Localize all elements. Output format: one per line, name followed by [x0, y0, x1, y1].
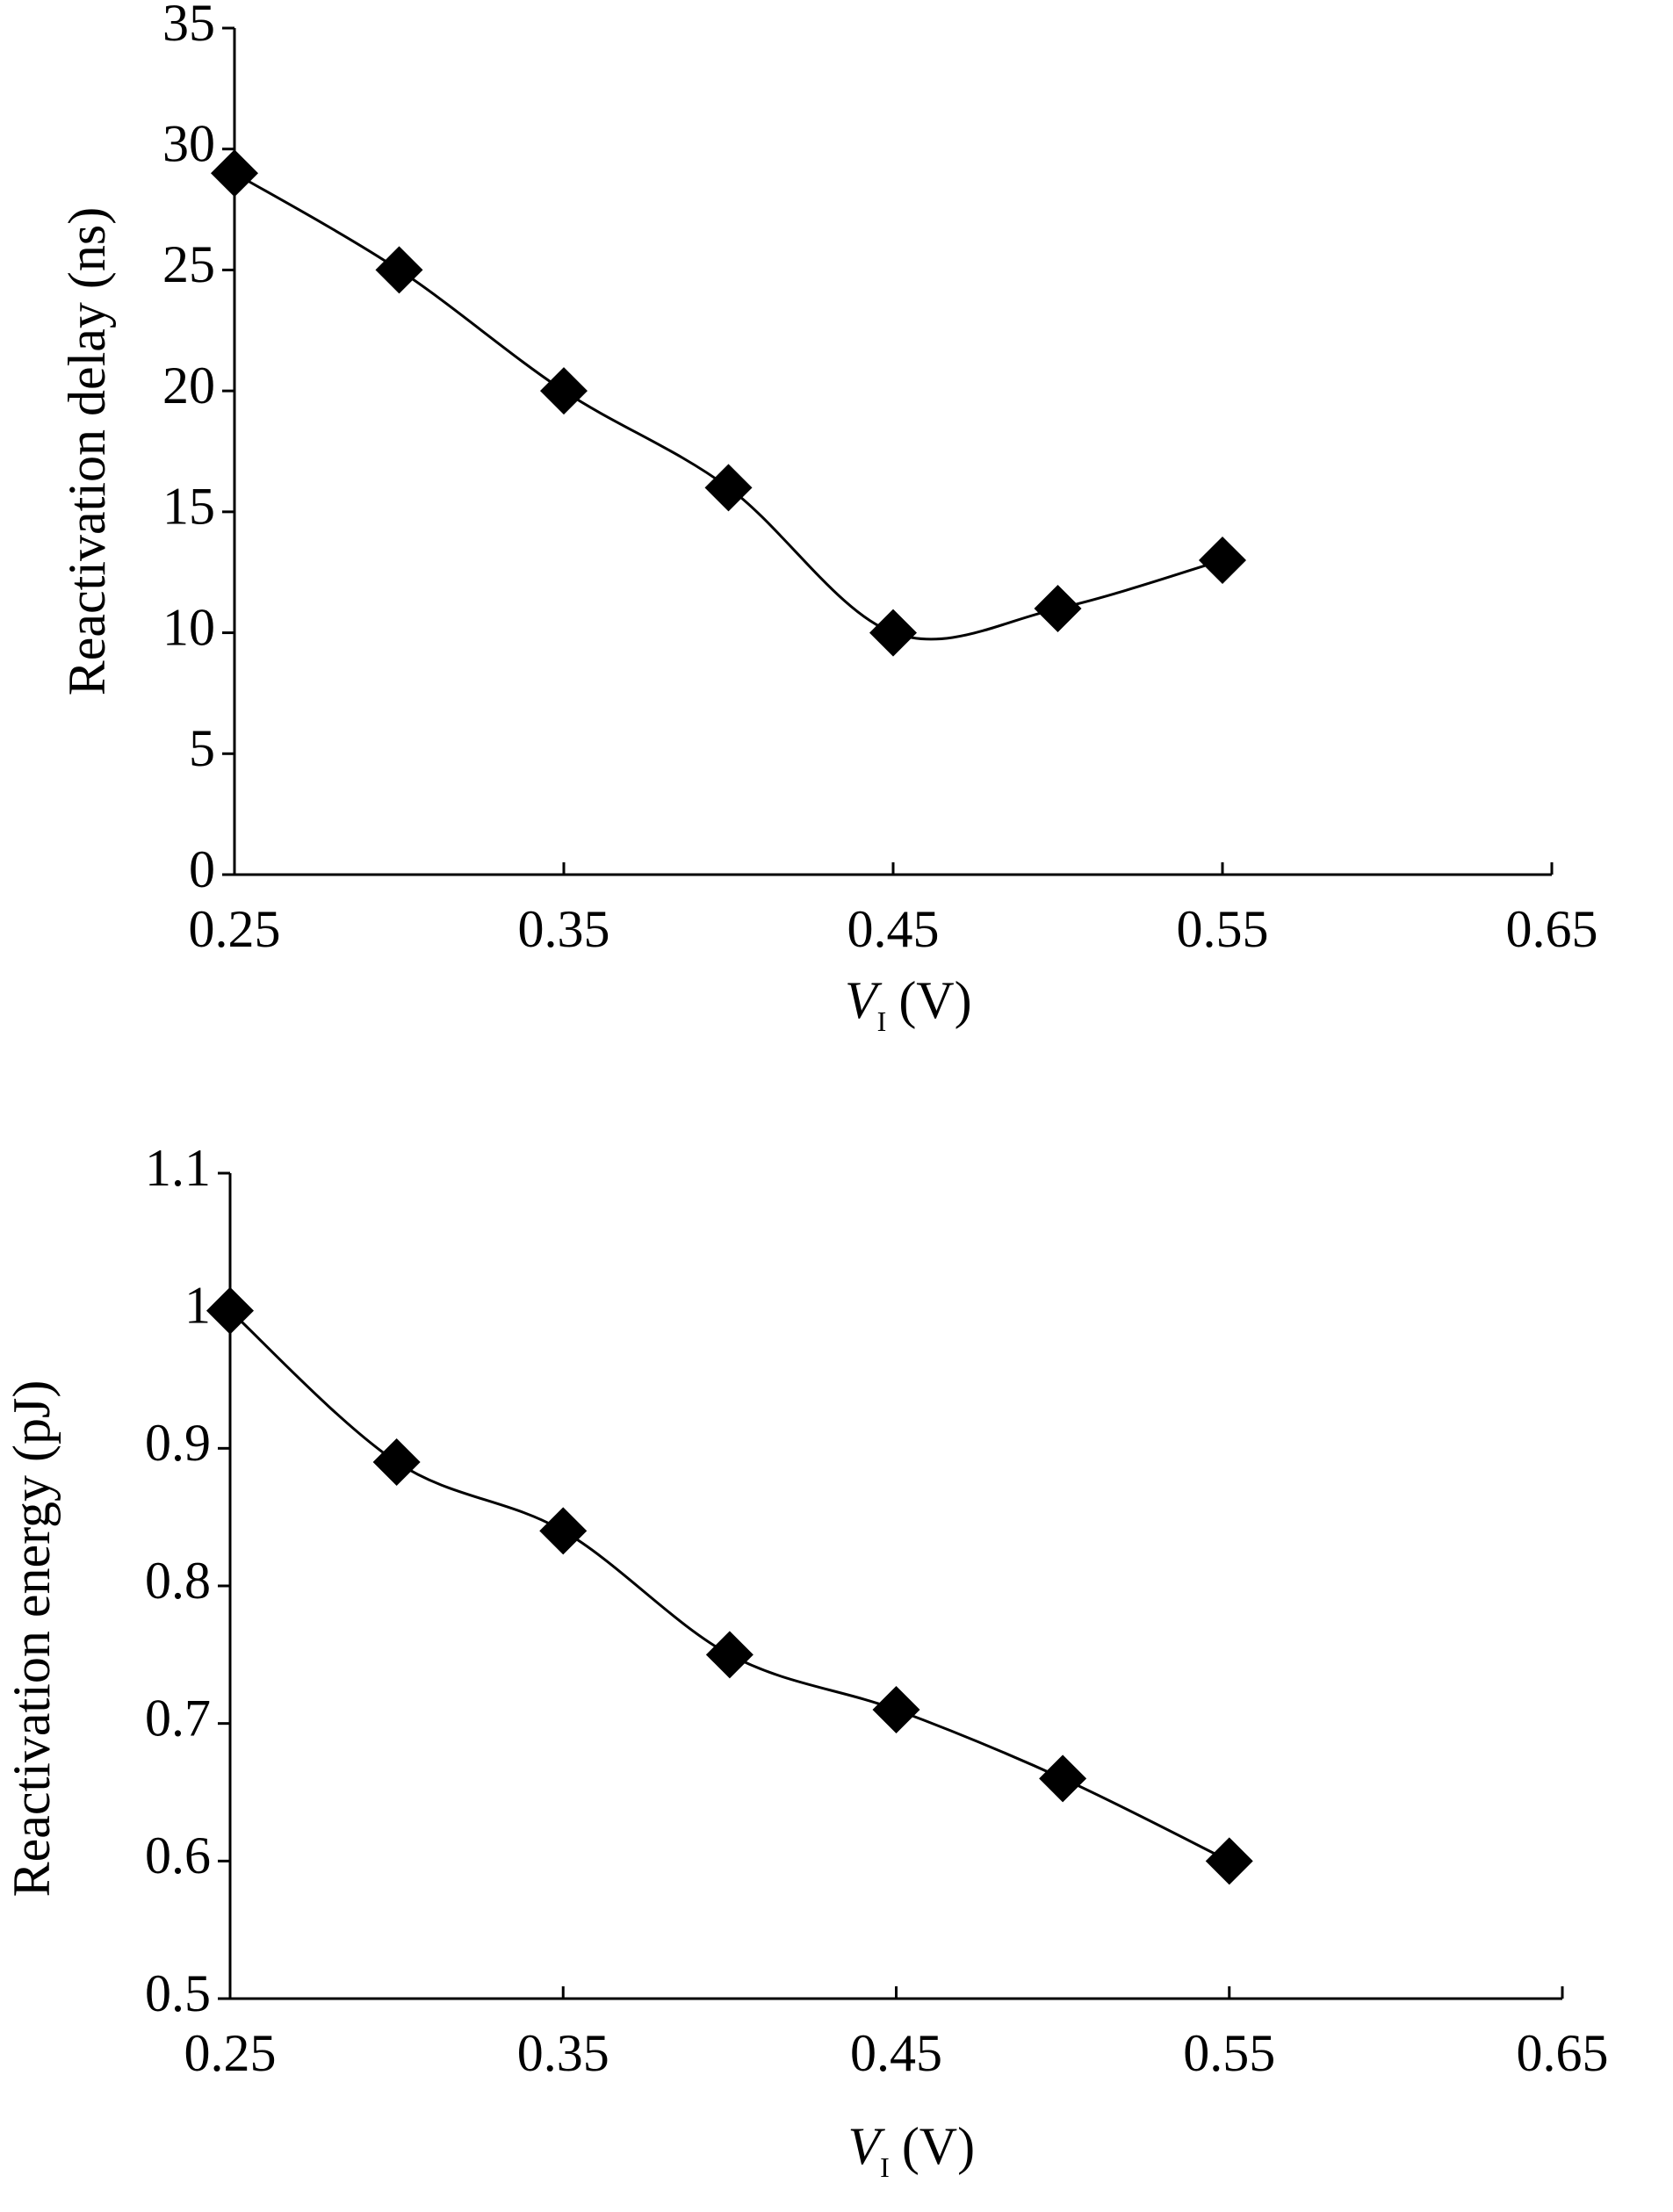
- data-point: [869, 609, 917, 657]
- y-tick-label: 15: [162, 478, 215, 536]
- chart: 0 5 10 15 20 25 30 35 0.25 0.35 0.45 0.55 0.65 Reacti…: [58, 0, 1598, 1037]
- chart: 0.5 0.6 0.7 0.8 0.9 1 1.1 0.25 0.35 0.45 0.55 0.65 R…: [3, 1139, 1609, 2184]
- y-tick-label: 0.5: [145, 1964, 211, 2022]
- y-tick-label: 0.7: [145, 1689, 211, 1747]
- y-tick-label: 1: [184, 1276, 211, 1334]
- y-tick-label: 0.6: [145, 1827, 211, 1884]
- y-axis-label: Reactivation delay (ns): [58, 207, 116, 695]
- data-point: [704, 464, 753, 512]
- y-tick-label: 35: [162, 0, 215, 52]
- data-point: [1039, 1754, 1087, 1803]
- x-axis-label: VI (V): [848, 2117, 976, 2184]
- y-tick-label: 1.1: [145, 1139, 211, 1197]
- x-tick-label: 0.25: [189, 900, 281, 958]
- x-label-symbol: V: [848, 2117, 886, 2175]
- data-point: [375, 246, 423, 294]
- data-point: [1034, 585, 1082, 633]
- data-point: [1205, 1837, 1253, 1885]
- data-line: [234, 171, 1223, 641]
- x-tick-label: 0.35: [518, 900, 610, 958]
- data-point: [540, 367, 588, 415]
- x-label-subscript: I: [880, 2151, 890, 2183]
- data-point: [705, 1631, 754, 1679]
- data-point: [206, 1286, 254, 1335]
- x-tick-label: 0.65: [1506, 900, 1598, 958]
- data-point: [1199, 536, 1246, 584]
- data-point: [872, 1686, 920, 1733]
- y-tick-label: 0.8: [145, 1552, 211, 1610]
- x-label-symbol: V: [845, 971, 883, 1029]
- x-label-unit: (V): [902, 2117, 975, 2175]
- data-point: [211, 149, 258, 198]
- x-tick-label: 0.65: [1517, 2024, 1609, 2082]
- y-tick-label: 0.9: [145, 1414, 211, 1472]
- x-label-unit: (V): [898, 971, 971, 1029]
- data-point: [539, 1507, 588, 1555]
- x-tick-label: 0.55: [1177, 900, 1269, 958]
- y-axis-label: Reactivation energy (pJ): [3, 1380, 61, 1898]
- x-tick-label: 0.45: [847, 900, 940, 958]
- x-tick-label: 0.55: [1183, 2024, 1275, 2082]
- x-label-subscript: I: [877, 1005, 887, 1037]
- y-tick-label: 30: [162, 114, 215, 172]
- y-tick-label: 10: [162, 598, 215, 656]
- x-axis-label: VI (V): [845, 971, 972, 1038]
- x-tick-label: 0.35: [517, 2024, 609, 2082]
- x-tick-label: 0.45: [850, 2024, 942, 2082]
- y-tick-label: 25: [162, 235, 215, 293]
- y-tick-label: 5: [189, 719, 215, 777]
- x-tick-label: 0.25: [184, 2024, 277, 2082]
- y-tick-label: 20: [162, 357, 215, 414]
- y-tick-label: 0: [189, 840, 215, 898]
- data-point: [372, 1438, 421, 1486]
